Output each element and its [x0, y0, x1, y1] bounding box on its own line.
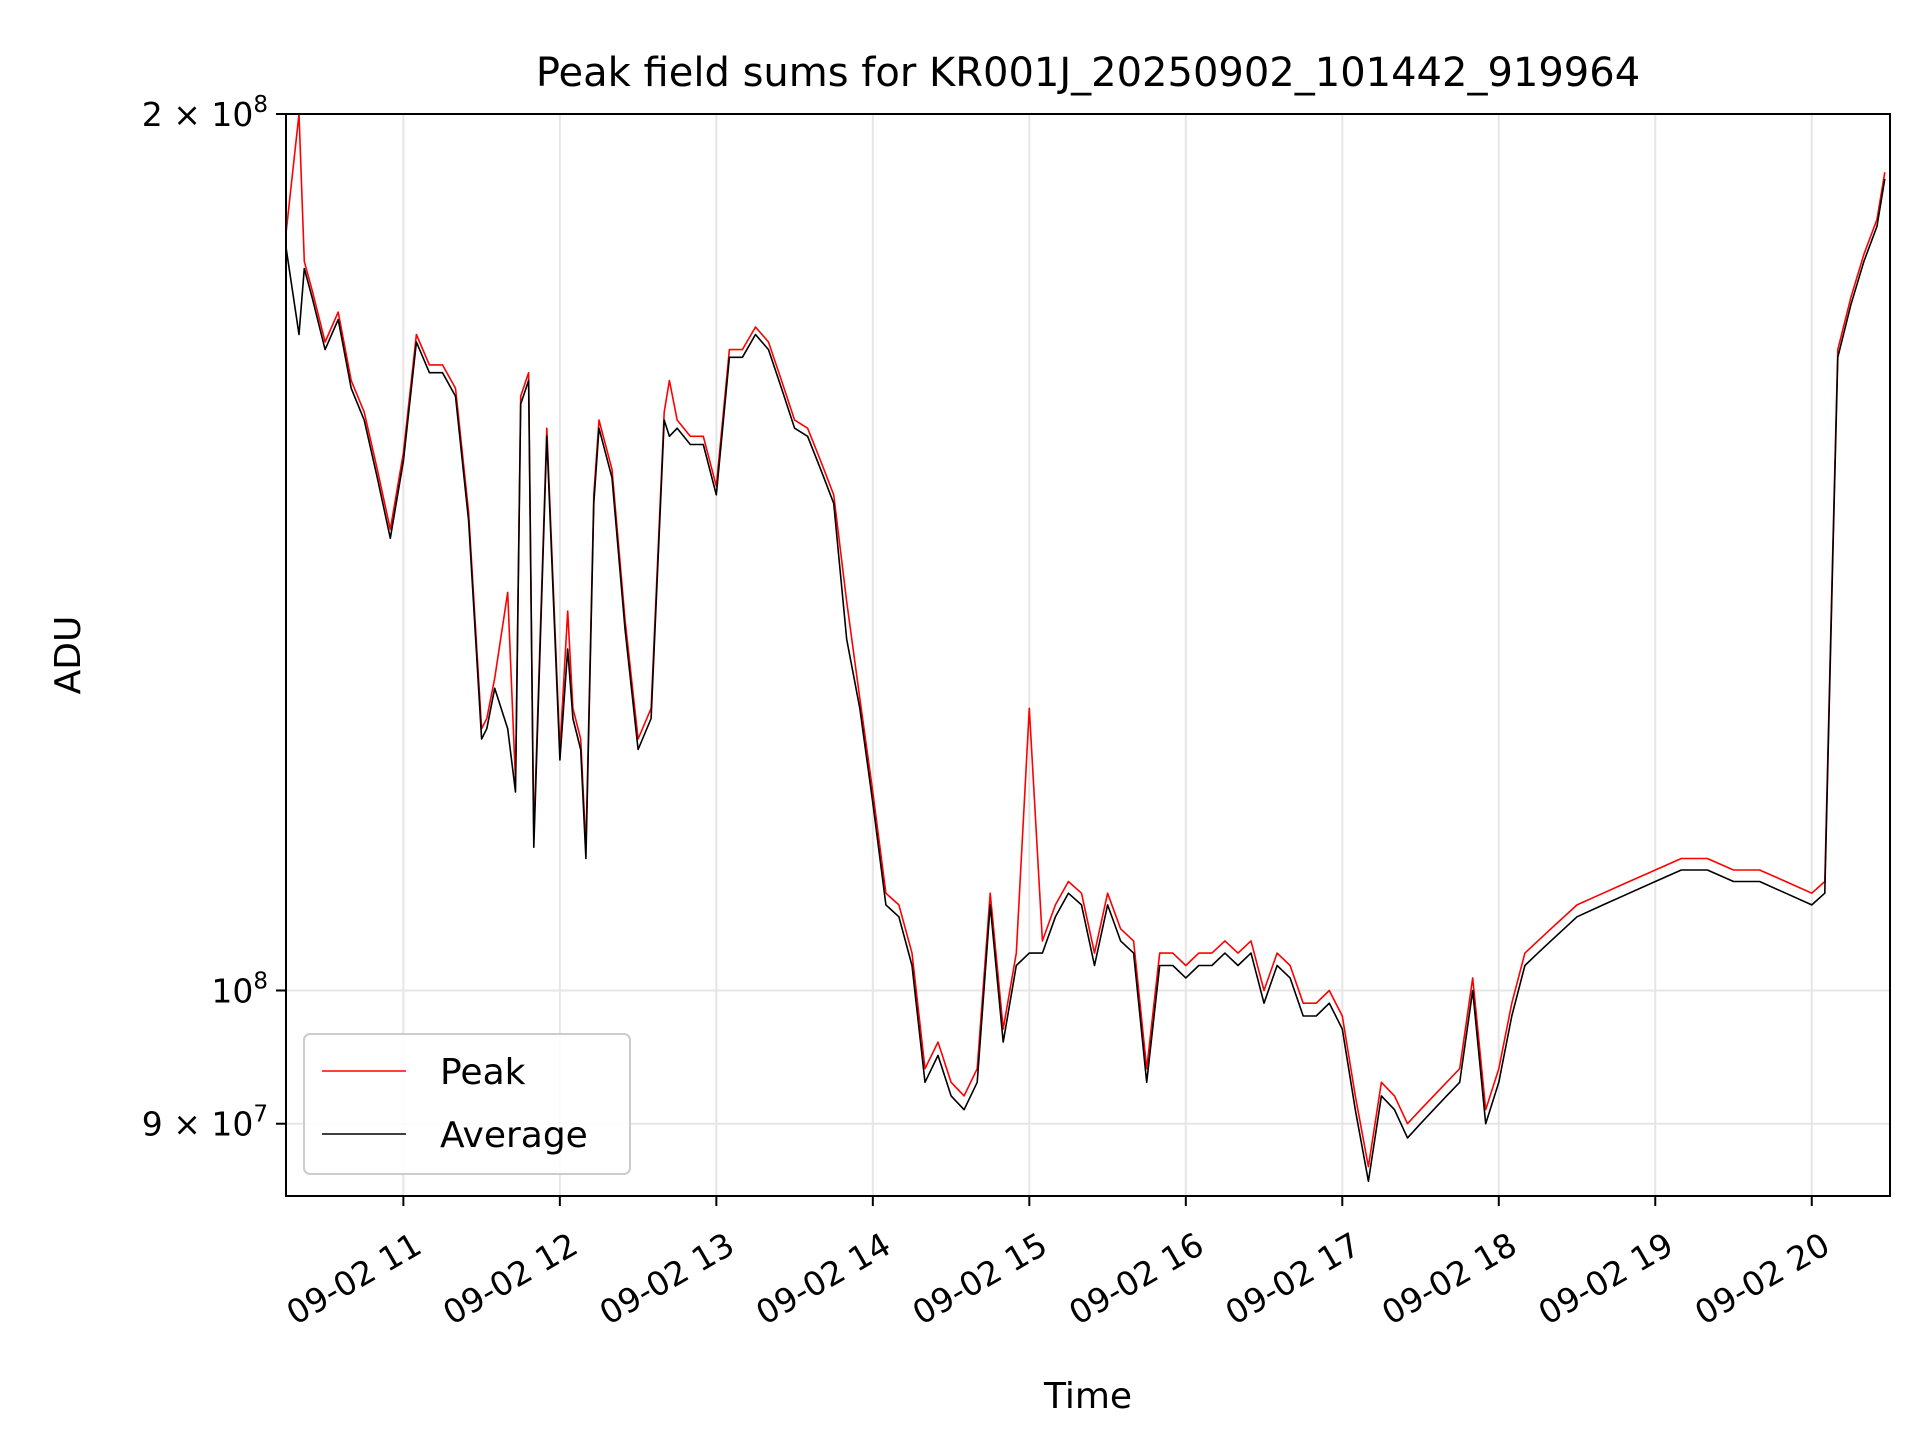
- y-tick-label: 9 × 107: [142, 1102, 268, 1144]
- y-tick-label: 108: [211, 968, 268, 1010]
- series-line-average: [285, 178, 1886, 1182]
- chart-title: Peak field sums for KR001J_20250902_1014…: [536, 50, 1640, 96]
- x-axis-label: Time: [1043, 1376, 1132, 1417]
- y-tick-label: 2 × 108: [142, 92, 268, 134]
- plot-frame: [285, 113, 1891, 1197]
- series-layer: [285, 113, 1886, 1182]
- legend-label-average: Average: [440, 1115, 588, 1156]
- legend-label-peak: Peak: [440, 1052, 526, 1093]
- legend: Peak Average: [303, 1033, 631, 1175]
- y-axis-label: ADU: [48, 616, 89, 695]
- legend-box: [303, 1033, 631, 1175]
- y-axis-ticks: 2 × 108 108 9 × 107: [142, 92, 286, 1144]
